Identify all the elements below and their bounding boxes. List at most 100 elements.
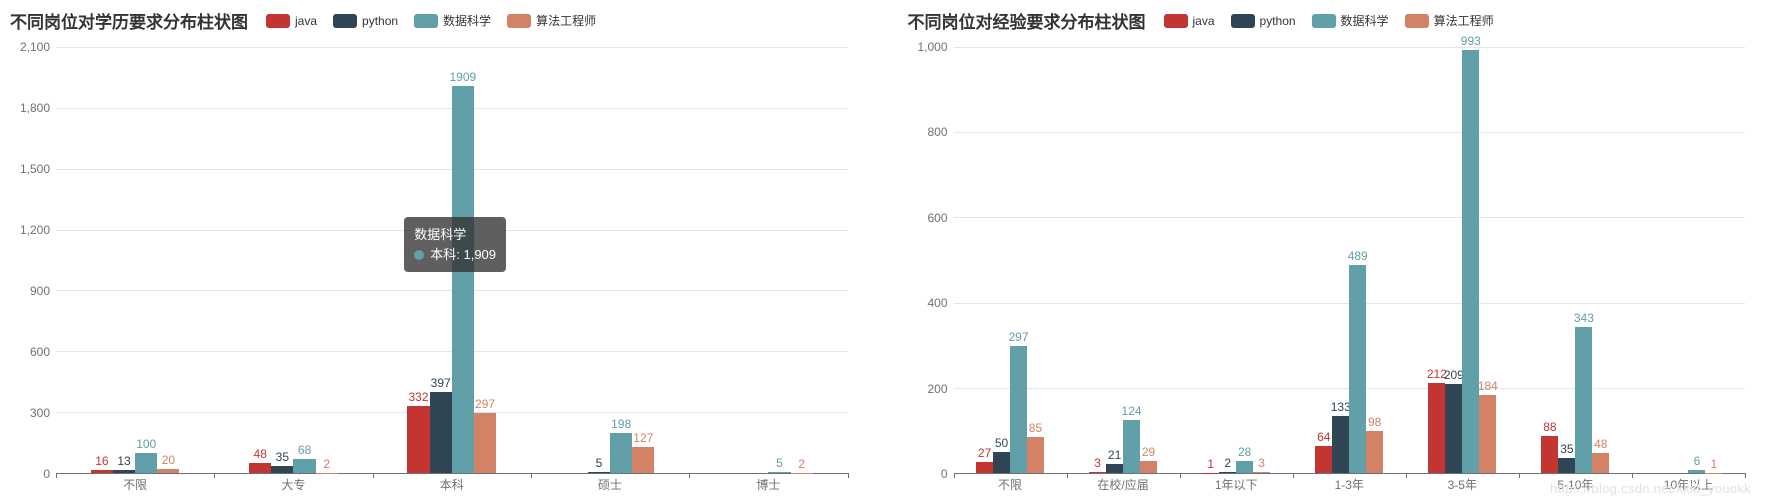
bar-algo[interactable]: 184: [1479, 395, 1496, 473]
chart-title: 不同岗位对学历要求分布柱状图: [10, 8, 248, 33]
bar-java[interactable]: 332: [407, 406, 429, 473]
bar-python[interactable]: 5: [588, 472, 610, 473]
y-tick-label: 1,000: [917, 40, 947, 54]
bar-python[interactable]: 133: [1332, 416, 1349, 473]
gridline: [56, 47, 848, 48]
legend-label: python: [1260, 14, 1296, 28]
bar-java[interactable]: 212: [1428, 383, 1445, 473]
legend-item-ds[interactable]: 数据科学: [1312, 12, 1389, 29]
bar-value-label: 397: [431, 376, 451, 390]
bar-value-label: 28: [1238, 445, 1251, 459]
bar-value-label: 48: [254, 447, 267, 461]
legend-swatch: [1164, 14, 1188, 28]
legend-swatch: [507, 14, 531, 28]
bar-algo[interactable]: 3: [1253, 472, 1270, 473]
y-tick-label: 400: [927, 296, 947, 310]
bar-value-label: 198: [611, 417, 631, 431]
y-tick-label: 1,200: [20, 223, 50, 237]
legend-swatch: [414, 14, 438, 28]
bar-value-label: 127: [633, 431, 653, 445]
gridline: [954, 47, 1746, 48]
bar-ds[interactable]: 489: [1349, 265, 1366, 473]
bar-ds[interactable]: 993: [1462, 50, 1479, 473]
bar-python[interactable]: 13: [113, 470, 135, 473]
bar-value-label: 35: [276, 450, 289, 464]
bar-ds[interactable]: 297: [1010, 346, 1027, 473]
bar-value-label: 27: [978, 446, 991, 460]
legend-item-python[interactable]: python: [1231, 14, 1296, 28]
bar-java[interactable]: 16: [91, 470, 113, 473]
bar-ds[interactable]: 100: [135, 453, 157, 473]
bar-java[interactable]: 48: [249, 463, 271, 473]
bar-value-label: 16: [95, 454, 108, 468]
legend-swatch: [1312, 14, 1336, 28]
x-tick-label: 1-3年: [1335, 476, 1364, 493]
bar-java[interactable]: 3: [1089, 472, 1106, 473]
bar-python[interactable]: 209: [1445, 384, 1462, 473]
y-tick-label: 1,500: [20, 162, 50, 176]
bar-ds[interactable]: 28: [1236, 461, 1253, 473]
x-tick-mark: [1632, 473, 1633, 478]
y-tick-label: 0: [43, 467, 50, 481]
plot-area: 16131002048356823323971909297519812752数据…: [56, 47, 848, 474]
x-tick-label: 在校/应届: [1097, 476, 1148, 493]
bar-value-label: 3: [1094, 456, 1101, 470]
bar-value-label: 2: [323, 457, 330, 471]
x-tick-mark: [531, 473, 532, 478]
bar-ds[interactable]: 124: [1123, 420, 1140, 473]
bar-python[interactable]: 35: [271, 466, 293, 473]
x-tick-mark: [214, 473, 215, 478]
x-tick-mark: [56, 473, 57, 478]
bar-algo[interactable]: 98: [1366, 431, 1383, 473]
y-tick-label: 1,800: [20, 101, 50, 115]
legend-item-java[interactable]: java: [1164, 14, 1215, 28]
x-tick-mark: [689, 473, 690, 478]
bar-value-label: 50: [995, 436, 1008, 450]
legend-item-java[interactable]: java: [266, 14, 317, 28]
x-tick-label: 博士: [756, 476, 780, 493]
bar-python[interactable]: 2: [1219, 472, 1236, 473]
legend-swatch: [333, 14, 357, 28]
bar-value-label: 20: [162, 453, 175, 467]
x-tick-label: 10年以上: [1664, 476, 1713, 493]
bar-algo[interactable]: 297: [474, 413, 496, 473]
chart-panel-education: 不同岗位对学历要求分布柱状图javapython数据科学算法工程师1613100…: [10, 4, 858, 496]
bar-ds[interactable]: 198: [610, 433, 632, 473]
bar-value-label: 1909: [449, 70, 476, 84]
y-axis: 02004006008001,000: [908, 47, 954, 474]
bar-ds[interactable]: 6: [1688, 470, 1705, 473]
gridline: [954, 217, 1746, 218]
legend-item-python[interactable]: python: [333, 14, 398, 28]
bar-java[interactable]: 88: [1541, 436, 1558, 473]
bar-python[interactable]: 21: [1106, 464, 1123, 473]
bar-algo[interactable]: 29: [1140, 461, 1157, 473]
bar-algo[interactable]: 48: [1592, 453, 1609, 473]
bar-python[interactable]: 35: [1558, 458, 1575, 473]
x-tick-label: 本科: [440, 476, 464, 493]
bar-ds[interactable]: 343: [1575, 327, 1592, 473]
legend-item-ds[interactable]: 数据科学: [414, 12, 491, 29]
x-axis: 不限在校/应届1年以下1-3年3-5年5-10年10年以上: [954, 474, 1746, 496]
bar-java[interactable]: 27: [976, 462, 993, 474]
bar-ds[interactable]: 68: [293, 459, 315, 473]
bar-value-label: 48: [1594, 437, 1607, 451]
bar-algo[interactable]: 127: [632, 447, 654, 473]
chart-panel-experience: 不同岗位对经验要求分布柱状图javapython数据科学算法工程师2750297…: [908, 4, 1756, 496]
x-tick-mark: [1180, 473, 1181, 478]
legend-label: java: [1193, 14, 1215, 28]
bar-ds[interactable]: 5: [768, 472, 790, 473]
bar-value-label: 68: [298, 443, 311, 457]
bar-algo[interactable]: 20: [157, 469, 179, 473]
legend-label: java: [295, 14, 317, 28]
legend-item-algo[interactable]: 算法工程师: [507, 12, 596, 29]
x-tick-mark: [1519, 473, 1520, 478]
bar-python[interactable]: 50: [993, 452, 1010, 473]
x-tick-mark: [1406, 473, 1407, 478]
bar-python[interactable]: 397: [430, 392, 452, 473]
bar-ds[interactable]: 1909: [452, 86, 474, 473]
legend-item-algo[interactable]: 算法工程师: [1405, 12, 1494, 29]
x-tick-label: 不限: [998, 476, 1022, 493]
bar-java[interactable]: 64: [1315, 446, 1332, 473]
y-tick-label: 800: [927, 125, 947, 139]
bar-algo[interactable]: 85: [1027, 437, 1044, 473]
